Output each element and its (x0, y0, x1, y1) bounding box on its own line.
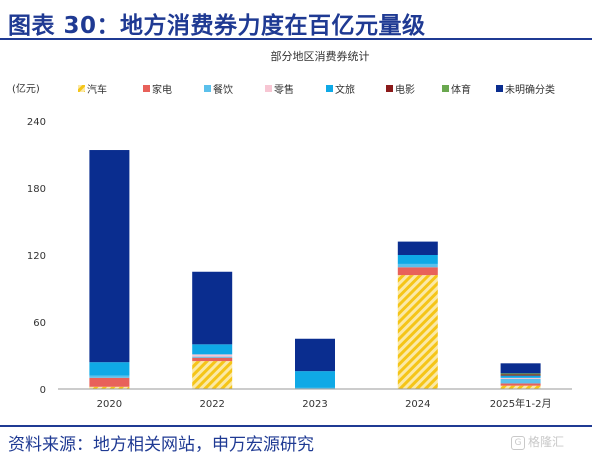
legend-swatch-6 (442, 85, 449, 92)
bar-segment-4-0 (500, 385, 541, 389)
bar-segment-2-7 (295, 338, 335, 372)
x-tick-label-0: 2020 (97, 399, 122, 410)
legend-label-4: 文旅 (335, 83, 355, 96)
bar-segment-1-7 (192, 271, 233, 345)
legend-swatch-4 (326, 85, 333, 92)
bar-segment-3-4 (397, 255, 438, 264)
x-axis: 2020 2022 2023 2024 2025年1-2月 (58, 388, 572, 410)
legend-label-0: 汽车 (87, 83, 107, 96)
bar-segment-1-1 (192, 357, 233, 362)
bar-segment-4-1 (500, 383, 541, 386)
bar-segment-2-2 (295, 387, 335, 389)
y-tick-label-0: 0 (40, 385, 46, 396)
legend-label-3: 零售 (274, 83, 294, 96)
x-tick-label-3: 2024 (405, 399, 430, 410)
watermark-logo-icon: G (511, 435, 525, 450)
bar-segment-1-2 (192, 356, 233, 358)
bar-segment-0-2 (89, 375, 130, 378)
bar-segment-4-5 (500, 374, 541, 376)
bar-segment-3-2 (397, 263, 438, 268)
watermark-text: 格隆汇 (528, 435, 565, 449)
bar-segment-1-3 (192, 354, 233, 357)
x-tick-label-2: 2023 (302, 399, 327, 410)
bar-segment-1-4 (192, 344, 233, 355)
y-tick-label-2: 120 (27, 251, 46, 262)
x-tick-label-1: 2022 (199, 399, 224, 410)
bar-segment-4-7 (500, 363, 541, 374)
bar-segment-4-3 (500, 377, 541, 379)
bar-segment-3-1 (397, 267, 438, 276)
bar-segment-2-4 (295, 371, 335, 388)
legend-swatch-2 (204, 85, 211, 92)
legend-label-6: 体育 (451, 83, 471, 96)
y-tick-label-3: 180 (27, 184, 46, 195)
source-note: 资料来源：地方相关网站，申万宏源研究 (8, 435, 314, 455)
bar-segment-0-1 (89, 377, 130, 387)
figure-title: 图表 30：地方消费券力度在百亿元量级 (8, 13, 426, 39)
legend-swatch-1 (143, 85, 150, 92)
legend-label-7: 未明确分类 (505, 83, 555, 96)
legend-swatch-3 (265, 85, 272, 92)
y-axis: 0 60 120 180 240 (27, 117, 46, 396)
y-unit-label: (亿元) (12, 82, 40, 95)
watermark: G 格隆汇 (511, 433, 564, 450)
bar-segment-3-7 (397, 241, 438, 255)
legend: 汽车 家电 餐饮 零售 文旅 电影 体育 未明确分类 (78, 83, 555, 96)
y-tick-label-1: 60 (33, 318, 46, 329)
bar-segment-4-4 (500, 375, 541, 378)
bar-segment-0-4 (89, 362, 130, 376)
x-tick-label-4: 2025年1-2月 (490, 397, 552, 410)
chart-title: 部分地区消费券统计 (271, 49, 370, 63)
bar-segment-0-7 (89, 150, 130, 363)
legend-swatch-0 (78, 85, 85, 92)
top-rule (0, 38, 592, 40)
legend-label-2: 餐饮 (213, 83, 233, 96)
bars (89, 150, 541, 389)
legend-label-1: 家电 (152, 83, 172, 96)
bar-segment-3-0 (397, 275, 438, 389)
bar-segment-0-0 (89, 386, 130, 389)
bar-segment-1-0 (192, 361, 233, 389)
stacked-bar-chart: 部分地区消费券统计 (亿元) 汽车 家电 餐饮 零售 文旅 电影 体育 未明确分类 0 60 12… (12, 49, 572, 410)
bottom-rule (0, 425, 592, 427)
bar-segment-4-6 (500, 373, 541, 375)
bar-segment-4-2 (500, 378, 541, 384)
legend-swatch-5 (386, 85, 393, 92)
legend-swatch-7 (496, 85, 503, 92)
legend-label-5: 电影 (395, 83, 415, 96)
y-tick-label-4: 240 (27, 117, 46, 128)
